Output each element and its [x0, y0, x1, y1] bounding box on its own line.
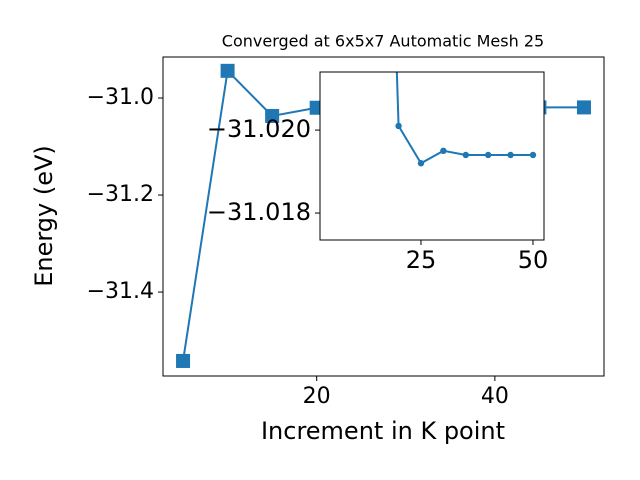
y-tick-label: −31.4	[87, 279, 154, 304]
data-line	[395, 72, 533, 165]
data-point	[176, 353, 191, 368]
data-point	[529, 151, 537, 159]
x-axis-label: Increment in K point	[261, 417, 505, 445]
y-tick-label: −31.2	[87, 182, 154, 207]
y-tick-label: −31.0	[87, 85, 154, 110]
data-point	[417, 160, 425, 167]
x-tick-label: 40	[481, 384, 509, 409]
data-point	[265, 108, 280, 123]
y-axis-label: Energy (eV)	[30, 145, 58, 287]
chart-title: Converged at 6x5x7 Automatic Mesh 25	[222, 32, 544, 51]
data-point	[440, 147, 447, 155]
data-point	[395, 122, 402, 130]
y-tick-label: −31.020	[207, 115, 311, 143]
data-point	[220, 63, 235, 78]
x-tick-label: 25	[406, 246, 437, 274]
data-point	[576, 100, 591, 115]
x-tick-label: 50	[518, 246, 549, 274]
data-point	[507, 151, 514, 159]
axes-frame	[162, 56, 605, 377]
y-tick-label: −31.018	[207, 198, 311, 226]
x-tick-label: 20	[303, 384, 331, 409]
series-group	[395, 72, 537, 167]
data-point	[484, 151, 492, 159]
data-point	[462, 151, 469, 159]
axes-frame	[319, 71, 545, 241]
